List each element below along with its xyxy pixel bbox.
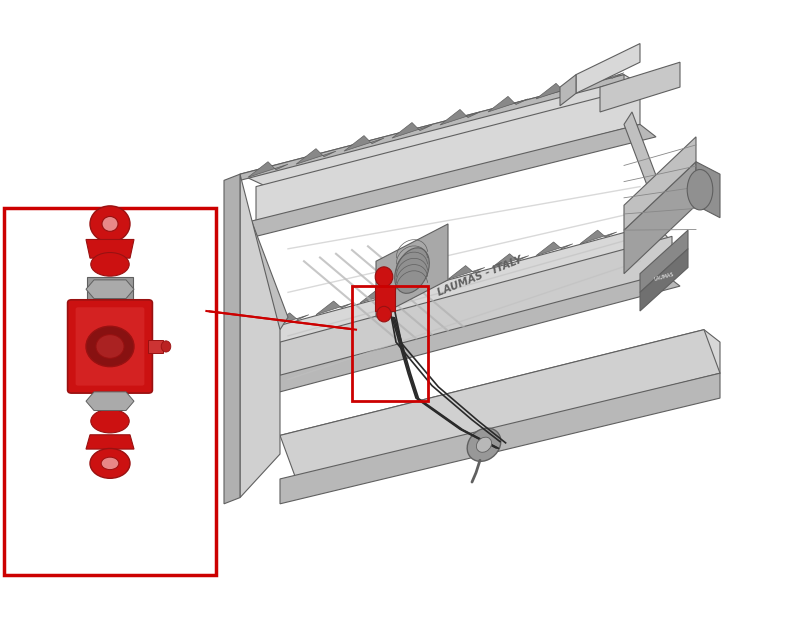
Polygon shape [624, 137, 696, 230]
Ellipse shape [102, 216, 118, 231]
Polygon shape [376, 224, 448, 317]
Polygon shape [264, 224, 672, 348]
Polygon shape [488, 96, 528, 112]
Polygon shape [624, 162, 696, 274]
Ellipse shape [467, 428, 501, 462]
Polygon shape [576, 44, 640, 93]
Polygon shape [86, 435, 134, 449]
Ellipse shape [86, 327, 134, 367]
Ellipse shape [96, 335, 124, 358]
Polygon shape [316, 301, 353, 315]
Polygon shape [86, 392, 134, 411]
Polygon shape [86, 239, 134, 258]
Polygon shape [640, 230, 688, 292]
Ellipse shape [102, 457, 119, 470]
Ellipse shape [377, 307, 391, 322]
Ellipse shape [161, 341, 171, 352]
Polygon shape [296, 149, 336, 164]
Polygon shape [600, 62, 680, 112]
Polygon shape [344, 136, 384, 151]
Polygon shape [280, 373, 720, 504]
Ellipse shape [375, 267, 393, 287]
Polygon shape [272, 313, 309, 327]
Polygon shape [624, 218, 661, 232]
Bar [149, 340, 163, 353]
Polygon shape [492, 254, 529, 267]
Polygon shape [404, 277, 441, 291]
Polygon shape [240, 211, 288, 330]
Polygon shape [624, 112, 672, 230]
FancyBboxPatch shape [67, 300, 152, 393]
Polygon shape [240, 124, 656, 236]
Polygon shape [280, 236, 672, 379]
Ellipse shape [90, 448, 130, 478]
Ellipse shape [687, 170, 713, 210]
Polygon shape [536, 83, 576, 99]
Ellipse shape [91, 253, 130, 276]
Polygon shape [240, 75, 624, 180]
Polygon shape [280, 330, 720, 479]
Ellipse shape [91, 409, 130, 433]
Polygon shape [248, 162, 288, 177]
Bar [375, 286, 395, 311]
Polygon shape [256, 87, 640, 224]
Polygon shape [360, 289, 397, 303]
Ellipse shape [477, 437, 491, 452]
Ellipse shape [90, 206, 130, 242]
Polygon shape [536, 242, 573, 256]
Ellipse shape [394, 248, 430, 294]
FancyBboxPatch shape [75, 307, 145, 386]
FancyBboxPatch shape [4, 208, 216, 575]
Polygon shape [580, 230, 617, 244]
FancyBboxPatch shape [87, 277, 134, 302]
Polygon shape [392, 123, 432, 138]
Polygon shape [560, 75, 576, 106]
Polygon shape [240, 174, 280, 498]
Polygon shape [280, 330, 720, 435]
Polygon shape [696, 162, 720, 218]
Polygon shape [86, 280, 134, 299]
Polygon shape [264, 274, 680, 392]
Polygon shape [240, 75, 656, 193]
Polygon shape [440, 109, 480, 125]
Text: LAUMAS: LAUMAS [654, 272, 674, 282]
Text: LAUMAS - ITALY: LAUMAS - ITALY [436, 254, 524, 297]
Polygon shape [584, 70, 624, 86]
Polygon shape [640, 249, 688, 311]
Polygon shape [448, 266, 485, 279]
Polygon shape [224, 174, 240, 504]
